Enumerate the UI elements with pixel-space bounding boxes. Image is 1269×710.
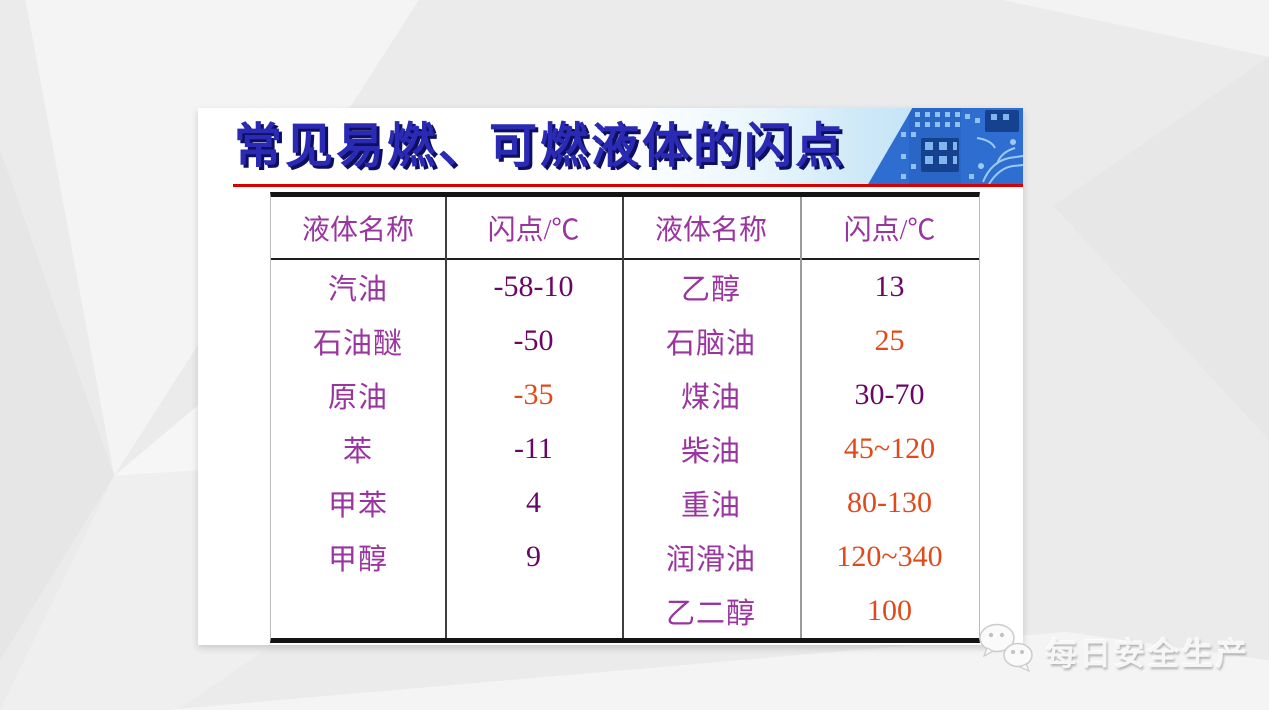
flash-point-value: 30-70 bbox=[854, 378, 925, 411]
flash-point-value: 80-130 bbox=[847, 486, 932, 519]
liquid-name: 乙醇 bbox=[680, 274, 741, 306]
liquid-name: 汽油 bbox=[327, 274, 388, 306]
flash-point-value: 4 bbox=[526, 486, 541, 519]
flash-point-value: -58-10 bbox=[493, 270, 574, 303]
slide-title: 常见易燃、可燃液体的闪点 bbox=[234, 120, 847, 173]
flash-point-value: 13 bbox=[874, 270, 905, 303]
flash-point-value: -35 bbox=[513, 378, 554, 411]
liquid-name: 苯 bbox=[342, 436, 373, 468]
column-header: 液体名称 bbox=[301, 214, 414, 246]
table-row: 汽油 -58-10 乙醇 13 bbox=[271, 260, 979, 314]
liquid-name: 乙二醇 bbox=[665, 598, 756, 630]
liquid-name: 石脑油 bbox=[665, 328, 756, 360]
liquid-name: 甲苯 bbox=[327, 490, 388, 522]
wechat-icon bbox=[976, 622, 1038, 681]
liquid-name: 煤油 bbox=[680, 382, 741, 414]
flash-point-value: 120~340 bbox=[836, 540, 943, 573]
liquid-name: 原油 bbox=[327, 382, 388, 414]
flash-point-value: 25 bbox=[874, 324, 905, 357]
column-separator bbox=[622, 197, 624, 638]
watermark-text: 每日安全生产 bbox=[1046, 637, 1250, 672]
liquid-name: 甲醇 bbox=[327, 544, 388, 576]
column-header: 液体名称 bbox=[654, 214, 767, 246]
column-header: 闪点/℃ bbox=[843, 214, 936, 246]
liquid-name: 重油 bbox=[680, 490, 741, 522]
table-row: 甲苯 4 重油 80-130 bbox=[271, 476, 979, 530]
column-separator bbox=[800, 197, 802, 638]
presentation-slide: 常见易燃、可燃液体的闪点 液体名称 闪点/℃ 液体名称 闪点/℃ 汽油 -58-… bbox=[198, 108, 1023, 645]
flash-point-value: 45~120 bbox=[843, 432, 936, 465]
flash-point-table: 液体名称 闪点/℃ 液体名称 闪点/℃ 汽油 -58-10 乙醇 13 石油醚 … bbox=[270, 192, 980, 643]
title-banner: 常见易燃、可燃液体的闪点 bbox=[198, 108, 1023, 187]
table-row: 乙二醇 100 bbox=[271, 584, 979, 638]
table-row: 石油醚 -50 石脑油 25 bbox=[271, 314, 979, 368]
column-header: 闪点/℃ bbox=[487, 214, 580, 246]
watermark: 每日安全生产 bbox=[976, 622, 1250, 681]
flash-point-value: -50 bbox=[513, 324, 554, 357]
table-row: 甲醇 9 润滑油 120~340 bbox=[271, 530, 979, 584]
table-row: 苯 -11 柴油 45~120 bbox=[271, 422, 979, 476]
liquid-name: 石油醚 bbox=[312, 328, 403, 360]
table-header-row: 液体名称 闪点/℃ 液体名称 闪点/℃ bbox=[271, 197, 979, 260]
flash-point-value: -11 bbox=[514, 432, 553, 465]
liquid-name: 润滑油 bbox=[665, 544, 756, 576]
title-underline-rule bbox=[233, 184, 1023, 187]
column-separator bbox=[445, 197, 447, 638]
flash-point-value: 100 bbox=[867, 594, 912, 627]
table-row: 原油 -35 煤油 30-70 bbox=[271, 368, 979, 422]
liquid-name: 柴油 bbox=[680, 436, 741, 468]
flash-point-value: 9 bbox=[526, 540, 541, 573]
